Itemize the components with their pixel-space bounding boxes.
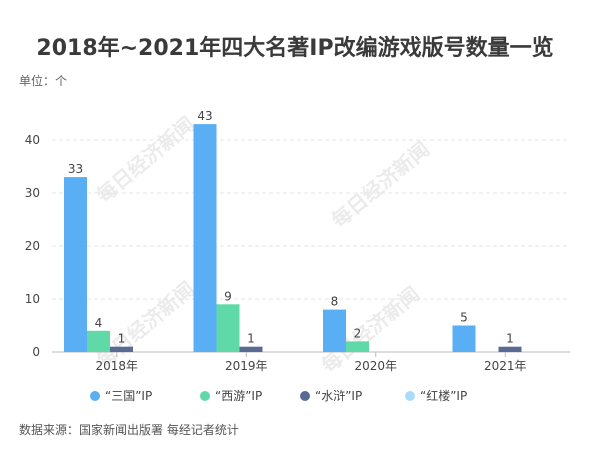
legend-label: “水浒”IP <box>315 389 362 403</box>
data-label: 8 <box>331 295 339 309</box>
bar <box>110 346 133 352</box>
data-label: 2 <box>354 326 362 340</box>
data-label: 1 <box>247 332 255 346</box>
legend-label: “红楼”IP <box>420 388 467 403</box>
legend-label: “西游”IP <box>215 389 262 403</box>
y-tick-label: 20 <box>25 239 40 253</box>
chart-title: 2018年~2021年四大名著IP改编游戏版号数量一览 <box>36 36 554 61</box>
data-label: 33 <box>68 162 83 176</box>
legend-marker <box>200 391 210 401</box>
bar <box>323 309 346 352</box>
data-label: 43 <box>197 109 212 123</box>
legend-marker <box>300 391 310 401</box>
legend-marker <box>405 391 415 401</box>
x-tick-label: 2020年 <box>354 359 397 373</box>
y-tick-label: 10 <box>25 292 40 306</box>
y-tick-label: 0 <box>32 345 40 359</box>
data-label: 5 <box>460 311 468 325</box>
bar <box>346 341 369 352</box>
x-tick-label: 2018年 <box>95 359 138 373</box>
bar <box>498 346 522 352</box>
data-label: 1 <box>118 332 126 346</box>
bar <box>216 304 240 352</box>
watermark-text: 每日经济新闻 <box>327 137 434 233</box>
bar <box>239 346 263 352</box>
bar <box>64 177 87 352</box>
legend-marker <box>90 391 100 401</box>
data-label: 4 <box>95 316 103 330</box>
x-tick-label: 2021年 <box>484 359 527 373</box>
legend-label: “三国”IP <box>105 389 152 403</box>
source-note: 数据来源：国家新闻出版署 每经记者统计 <box>19 423 239 437</box>
bar <box>452 325 476 352</box>
y-tick-label: 30 <box>25 186 40 200</box>
bar <box>193 124 217 352</box>
unit-label: 单位：个 <box>19 74 68 88</box>
x-tick-label: 2019年 <box>225 359 268 373</box>
bar <box>87 330 110 352</box>
y-tick-label: 40 <box>25 133 40 147</box>
data-label: 9 <box>224 289 232 303</box>
data-label: 1 <box>506 332 514 346</box>
